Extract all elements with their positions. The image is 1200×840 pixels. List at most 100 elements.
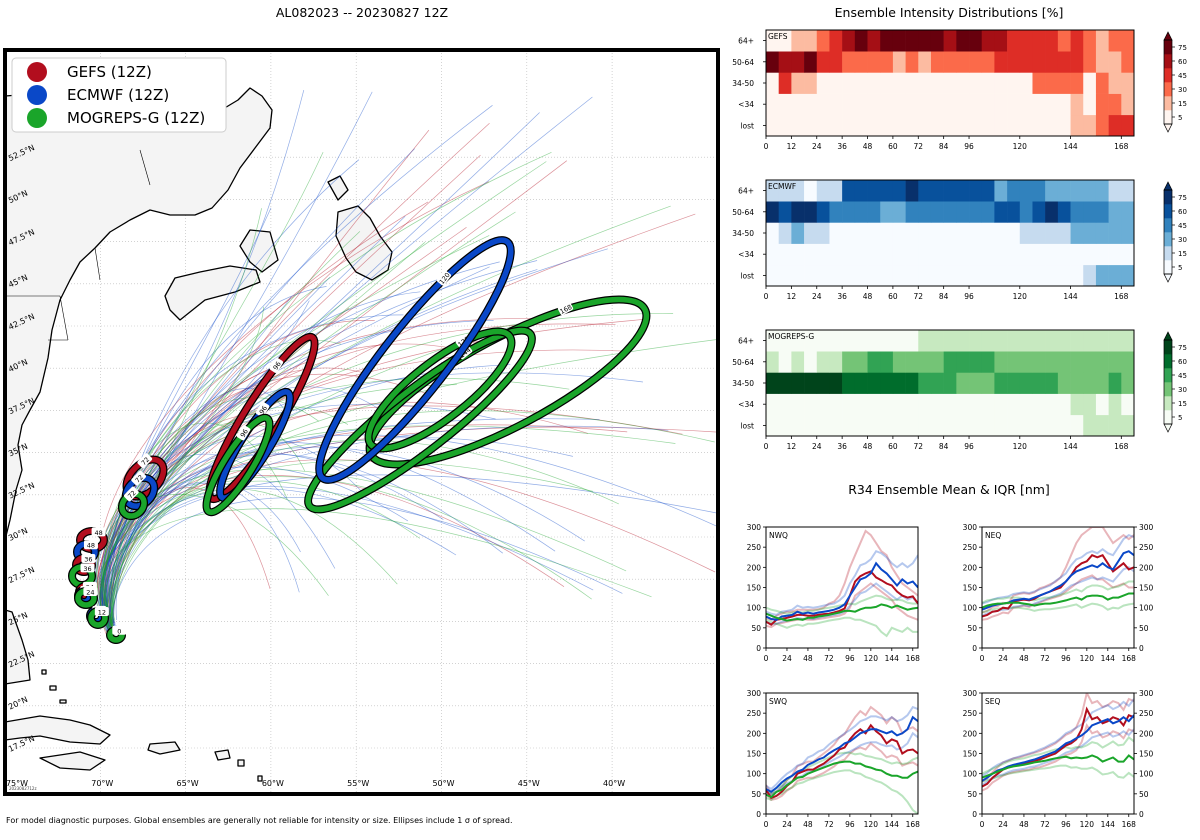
ecmwf-track [112, 286, 327, 628]
heatmap-cell [778, 372, 792, 394]
heatmap-cell [1083, 393, 1097, 416]
heatmap-cell [1121, 180, 1135, 202]
heatmap-xtick: 72 [914, 142, 924, 151]
heatmap-panel-name: ECMWF [768, 182, 796, 191]
heatmap-cell [842, 330, 856, 352]
heatmap-cell [880, 222, 894, 244]
r34-xtick: 168 [906, 654, 921, 663]
heatmap-cell [829, 114, 843, 137]
heatmap-cell [816, 414, 830, 437]
r34-iqr-low [766, 742, 918, 802]
heatmap-ylabel: <34 [738, 250, 754, 259]
heatmap-cell [930, 51, 944, 73]
r34-ytick: 150 [963, 584, 978, 593]
heatmap-cell [1045, 72, 1059, 94]
heatmap-cell [969, 243, 983, 266]
heatmap-cell [1019, 201, 1033, 223]
colorbar-tick: 60 [1178, 358, 1187, 366]
heatmap-cell [1070, 93, 1084, 116]
heatmap-cell [994, 372, 1008, 394]
lon-label: 45°W [518, 779, 540, 788]
colorbar-tick: 5 [1178, 414, 1182, 422]
heatmap-cell [892, 351, 906, 373]
heatmap-cell [854, 72, 868, 94]
heatmap-cell [943, 114, 957, 137]
ellipse-label: 72 [134, 473, 146, 485]
heatmap-cell [842, 414, 856, 437]
heatmap-cell [791, 222, 805, 244]
heatmap-cell [1095, 222, 1109, 244]
ecmwf-track [106, 90, 305, 634]
heatmap-cell [930, 372, 944, 394]
heatmap-cell [1019, 330, 1033, 352]
heatmap-cell [1032, 330, 1046, 352]
heatmap-cell [778, 264, 792, 287]
heatmap-cell [969, 201, 983, 223]
r34-xtick: 48 [1019, 654, 1029, 663]
heatmap-cell [804, 72, 818, 94]
mogreps-track [99, 508, 652, 639]
heatmap-cell [1121, 264, 1135, 287]
r34-iqr-low [766, 616, 918, 638]
mogreps-track [112, 231, 361, 623]
heatmap-cell [969, 30, 983, 52]
heatmap-cell [1019, 72, 1033, 94]
r34-iqr-low [982, 764, 1134, 783]
heatmap-cell [880, 330, 894, 352]
heatmap-cell [854, 51, 868, 73]
ecmwf-track [108, 314, 404, 623]
heatmap-cell [829, 243, 843, 266]
ellipse-label: 48 [87, 542, 95, 550]
heatmap-cell [1121, 222, 1135, 244]
heatmap-cell [766, 114, 779, 137]
heatmap-cell [892, 243, 906, 266]
heatmap-cell [867, 393, 881, 416]
heatmap-cell [1045, 180, 1059, 202]
heatmap-cell [791, 51, 805, 73]
gefs-track [105, 405, 683, 629]
r34-xtick: 168 [1122, 654, 1137, 663]
heatmap-cell [1007, 51, 1021, 73]
ecmwf-track [113, 112, 540, 635]
r34-ytick: 250 [963, 709, 978, 718]
heatmap-cell [854, 351, 868, 373]
colorbar-tick: 45 [1178, 222, 1187, 230]
heatmap-cell [1032, 201, 1046, 223]
heatmap-cell [969, 72, 983, 94]
heatmap-cell [1083, 243, 1097, 266]
heatmap-cell [930, 114, 944, 137]
heatmap-cell [969, 264, 983, 287]
heatmap-cell [1083, 201, 1097, 223]
heatmap-cell [880, 243, 894, 266]
r34-ytick-right: 200 [1139, 563, 1154, 572]
heatmap-cell [791, 264, 805, 287]
heatmap-ylabel: 50-64 [732, 58, 754, 67]
heatmap-cell [1095, 243, 1109, 266]
heatmap-cell [981, 93, 995, 116]
map-title: AL082023 -- 20230827 12Z [276, 5, 448, 20]
heatmap-cell [930, 93, 944, 116]
heatmap-cell [854, 114, 868, 137]
heatmap-cell [829, 264, 843, 287]
r34-panel-name: NWQ [769, 531, 788, 540]
r34-mean-line [766, 570, 918, 626]
heatmap-cell [930, 414, 944, 437]
heatmap-cell [892, 51, 906, 73]
heatmap-cell [1070, 372, 1084, 394]
heatmap-cell [943, 330, 957, 352]
ecmwf-track [107, 320, 494, 627]
heatmap-cell [956, 222, 970, 244]
r34-xtick: 144 [1101, 654, 1116, 663]
heatmap-cell [918, 30, 932, 52]
heatmap-cell [1045, 93, 1059, 116]
heatmap-cell [930, 222, 944, 244]
gefs-track [96, 426, 718, 628]
heatmap-cell [1057, 372, 1071, 394]
heatmap-xtick: 0 [764, 292, 769, 301]
heatmap-cell [880, 30, 894, 52]
heatmap-cell [816, 201, 830, 223]
heatmap-cell [816, 51, 830, 73]
heatmap-cell [1057, 222, 1071, 244]
r34-ytick-right: 300 [1139, 689, 1154, 698]
heatmap-cell [804, 93, 818, 116]
